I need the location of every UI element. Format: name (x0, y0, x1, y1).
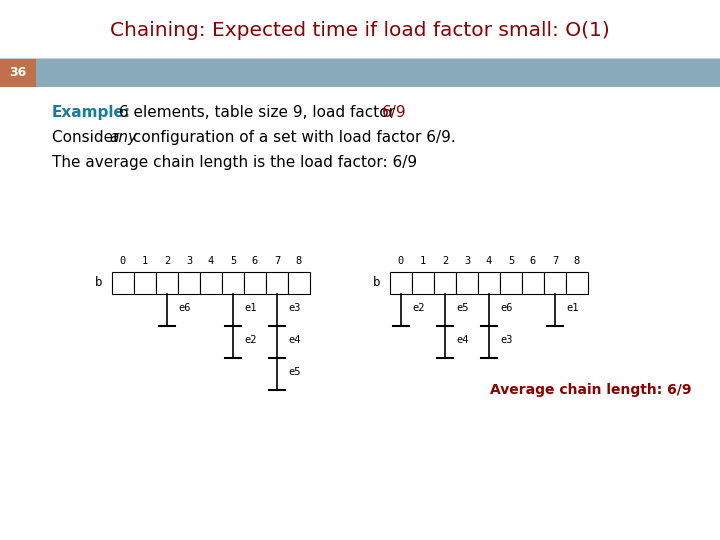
Text: e1: e1 (567, 303, 579, 313)
Text: 0: 0 (398, 256, 404, 266)
Text: 36: 36 (9, 66, 27, 79)
Bar (288, 272, 310, 294)
Text: 5: 5 (508, 256, 514, 266)
Text: e6: e6 (500, 303, 513, 313)
Bar (412, 272, 434, 294)
Bar (134, 272, 156, 294)
Bar (390, 272, 412, 294)
Text: 1: 1 (420, 256, 426, 266)
Bar (478, 272, 500, 294)
Bar (456, 272, 478, 294)
Text: e5: e5 (456, 303, 469, 313)
Text: Average chain length: 6/9: Average chain length: 6/9 (490, 383, 691, 397)
Bar (156, 272, 178, 294)
Text: 2: 2 (164, 256, 170, 266)
Bar (36, 59, 720, 87)
Text: 5: 5 (230, 256, 236, 266)
Text: 3: 3 (464, 256, 470, 266)
Text: e2: e2 (413, 303, 425, 313)
Text: e1: e1 (244, 303, 257, 313)
Text: e6: e6 (179, 303, 191, 313)
Bar (0, 59, 36, 87)
Bar (112, 272, 134, 294)
Text: 7: 7 (274, 256, 280, 266)
Text: 1: 1 (142, 256, 148, 266)
Bar (222, 272, 244, 294)
Text: e4: e4 (288, 335, 301, 346)
Bar (522, 272, 544, 294)
Text: 7: 7 (552, 256, 558, 266)
Text: e3: e3 (288, 303, 301, 313)
Bar (244, 272, 266, 294)
Text: 2: 2 (442, 256, 448, 266)
Text: 6 elements, table size 9, load factor: 6 elements, table size 9, load factor (114, 105, 400, 120)
Text: e3: e3 (500, 335, 513, 346)
Text: e4: e4 (456, 335, 469, 346)
Text: 6/9: 6/9 (382, 105, 407, 120)
Bar (500, 272, 522, 294)
Text: 3: 3 (186, 256, 192, 266)
Bar (178, 272, 200, 294)
Text: 6: 6 (252, 256, 258, 266)
Text: e2: e2 (244, 335, 257, 346)
Text: Consider: Consider (52, 130, 125, 145)
Text: Chaining: Expected time if load factor small: O(1): Chaining: Expected time if load factor s… (110, 21, 610, 39)
Text: b: b (372, 276, 380, 289)
Text: Example:: Example: (52, 105, 131, 120)
Text: configuration of a set with load factor 6/9.: configuration of a set with load factor … (128, 130, 456, 145)
Text: 6: 6 (530, 256, 536, 266)
Bar (200, 272, 222, 294)
Bar (544, 272, 566, 294)
Text: any: any (109, 130, 137, 145)
Bar (566, 272, 588, 294)
Text: 4: 4 (486, 256, 492, 266)
Text: b: b (94, 276, 102, 289)
Text: 0: 0 (120, 256, 126, 266)
Bar (434, 272, 456, 294)
Text: The average chain length is the load factor: 6/9: The average chain length is the load fac… (52, 155, 417, 170)
Text: 4: 4 (208, 256, 214, 266)
Text: 8: 8 (574, 256, 580, 266)
Text: e5: e5 (288, 367, 301, 377)
Bar (266, 272, 288, 294)
Text: 8: 8 (296, 256, 302, 266)
